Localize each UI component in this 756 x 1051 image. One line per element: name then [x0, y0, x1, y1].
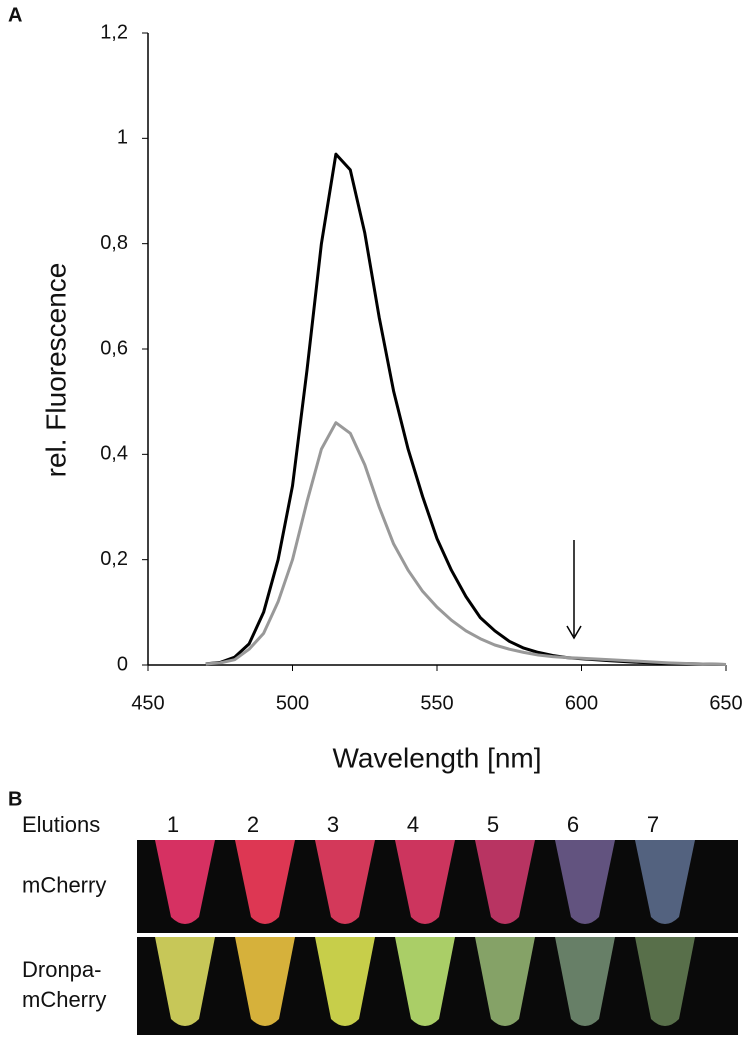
row-label: Dronpa-	[22, 957, 101, 982]
y-tick-label: 1	[117, 127, 128, 149]
y-tick-label: 0,8	[100, 232, 128, 254]
y-axis-title: rel. Fluorescence	[40, 263, 71, 478]
lane-label: 1	[167, 812, 179, 837]
tube	[555, 840, 615, 924]
tube	[635, 840, 695, 924]
row-header: Elutions	[22, 812, 100, 837]
arrow-head	[566, 625, 582, 640]
tube	[155, 937, 215, 1026]
tube	[635, 937, 695, 1026]
tube	[235, 937, 295, 1026]
y-tick-label: 0,4	[100, 443, 128, 465]
row-label: mCherry	[22, 872, 106, 897]
tube	[395, 937, 455, 1026]
panel-label: B	[8, 788, 22, 810]
tube	[315, 937, 375, 1026]
row-label: mCherry	[22, 987, 106, 1012]
tube	[475, 840, 535, 924]
x-axis-title: Wavelength [nm]	[332, 742, 541, 773]
lane-label: 2	[247, 812, 259, 837]
tube	[315, 840, 375, 924]
lane-label: 5	[487, 812, 499, 837]
lane-label: 4	[407, 812, 419, 837]
y-tick-label: 0	[117, 653, 128, 675]
y-tick-label: 1,2	[100, 21, 128, 43]
x-tick-label: 600	[565, 692, 598, 714]
x-tick-label: 450	[131, 692, 164, 714]
tube	[155, 840, 215, 924]
x-tick-label: 550	[420, 692, 453, 714]
lane-label: 6	[567, 812, 579, 837]
tube	[555, 937, 615, 1026]
x-tick-label: 500	[276, 692, 309, 714]
tube	[475, 937, 535, 1026]
tube	[395, 840, 455, 924]
data-line	[205, 421, 727, 666]
x-tick-label: 650	[709, 692, 742, 714]
tube	[235, 840, 295, 924]
y-tick-label: 0,6	[100, 337, 128, 359]
lane-label: 3	[327, 812, 339, 837]
panel-label: A	[8, 4, 22, 26]
y-tick-label: 0,2	[100, 548, 128, 570]
lane-label: 7	[647, 812, 659, 837]
